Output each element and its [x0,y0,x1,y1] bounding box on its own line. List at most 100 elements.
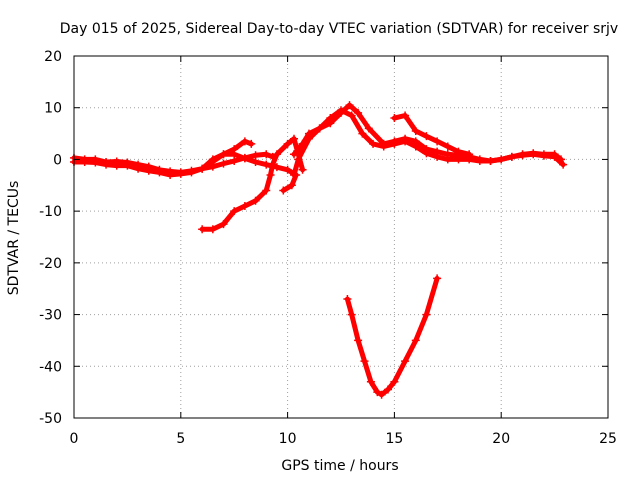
data-point [550,152,559,161]
data-point [230,207,239,216]
data-point [287,181,296,190]
data-point [366,377,375,386]
data-point [345,101,354,110]
data-point [283,139,292,148]
data-point [262,150,271,159]
data-point [268,160,277,169]
data-point [518,151,527,160]
data-point [166,170,175,179]
series-line [391,113,472,157]
series-arc-d [198,134,307,234]
y-tick-label: -20 [39,256,62,272]
y-tick-label: -30 [39,308,62,324]
data-point [390,139,399,148]
data-point [354,108,363,117]
data-point [262,186,271,195]
data-point [230,150,239,159]
plot-frame [73,55,609,419]
x-axis-label: GPS time / hours [281,458,398,474]
data-point [401,111,410,120]
series-line [199,136,306,232]
grid [74,56,608,418]
series-arc-f [290,106,568,179]
x-tick-label: 5 [176,431,185,447]
data-point [422,310,431,319]
y-tick-label: -10 [39,204,62,220]
data-point [443,155,452,164]
x-tick-label: 15 [385,431,403,447]
data-point [144,166,153,175]
data-point [123,161,132,170]
data-point [155,168,164,177]
data-point [559,160,568,169]
data-point [337,106,345,115]
data-point [91,158,100,167]
series-line [344,275,440,398]
data-point [240,201,249,210]
data-point [290,170,299,179]
data-point [433,137,442,146]
data-point [298,165,307,174]
x-tick-label: 25 [599,431,617,447]
data-point [433,152,442,161]
data-point [390,377,399,386]
data-point [219,159,228,168]
data-point [411,126,420,135]
y-tick-label: -40 [39,359,62,375]
data-point [290,150,299,159]
data-point [529,150,538,159]
data-point [240,137,249,146]
x-axis-tick-labels: 0 5 10 15 20 25 [70,431,617,447]
data-point [369,139,378,148]
x-tick-label: 10 [279,431,297,447]
data-point [364,124,373,133]
data-point [454,155,463,164]
data-point [326,114,335,123]
data-point [347,310,356,319]
data-point [279,186,288,195]
data-point [433,274,442,283]
data-point [475,156,484,165]
data-point [377,390,386,399]
data-point [290,134,299,143]
chart-title: Day 015 of 2025, Sidereal Day-to-day VTE… [60,21,618,37]
data-point [219,220,228,229]
data-point [251,196,260,205]
data-point [354,336,363,345]
y-axis-tick-labels: -50 -40 -30 -20 -10 0 10 20 [39,49,62,427]
data-point [411,142,420,151]
data-point [454,147,463,156]
data-point [294,155,303,164]
data-point [486,156,495,165]
x-tick-label: 0 [70,431,79,447]
y-tick-label: 10 [44,101,62,117]
data-point [112,161,121,170]
data-point [507,152,516,161]
data-point [422,132,431,141]
data-point [134,164,143,173]
data-point [401,357,410,366]
y-axis-label: SDTVAR / TECUs [6,181,22,296]
data-point [198,164,207,173]
data-point [208,225,217,234]
data-point [176,169,185,178]
data-point [373,388,382,397]
data-point [360,357,369,366]
data-point [204,160,213,169]
data-point [497,155,506,164]
data-point [102,160,111,169]
y-tick-label: 20 [44,49,62,65]
data-point [272,150,281,159]
data-point [198,225,207,234]
y-tick-label: -50 [39,411,62,427]
data-point [390,114,399,123]
data-point [443,142,452,151]
series-arc-h [343,274,442,399]
data-point [247,139,256,148]
y-tick-label: 0 [53,152,62,168]
data-point [343,295,352,304]
data-series [70,101,568,399]
data-point [251,151,260,160]
data-point [251,158,260,167]
